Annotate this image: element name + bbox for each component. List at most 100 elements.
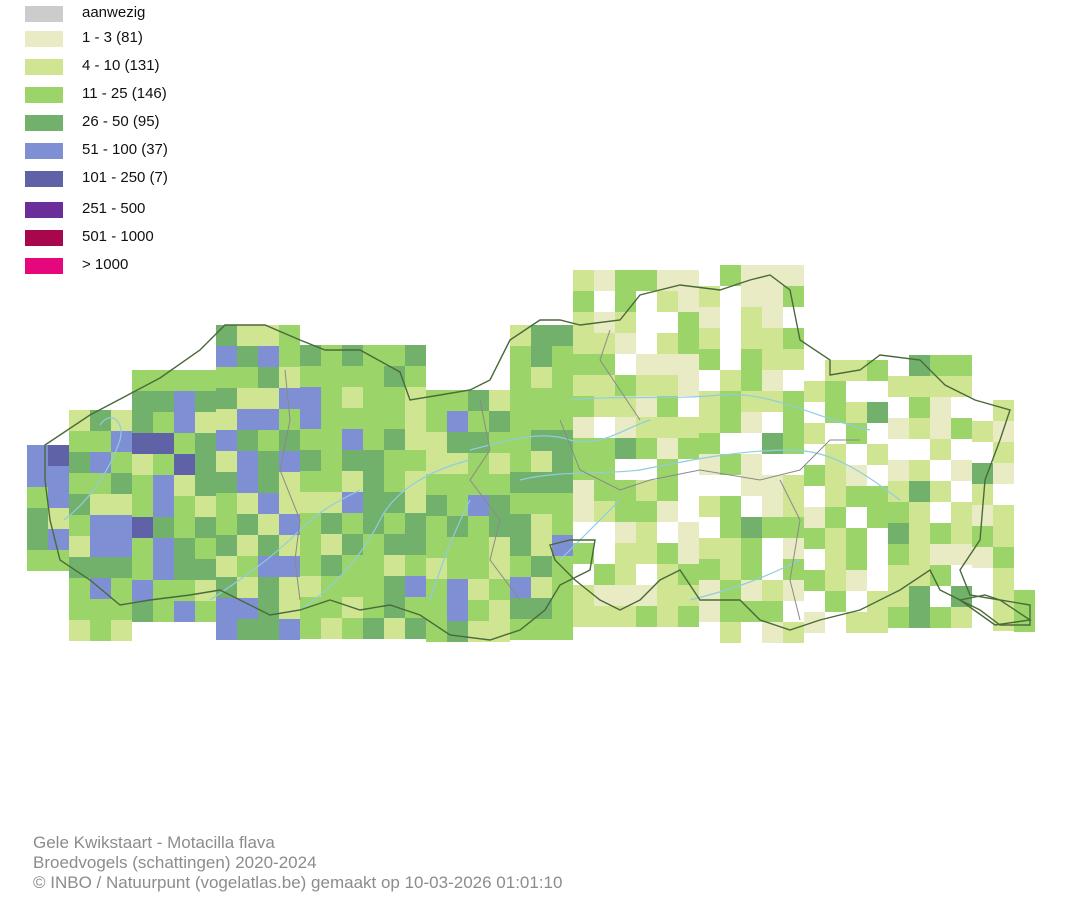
grid-cell [699,580,720,601]
grid-cell [363,534,384,555]
grid-cell [27,529,48,550]
grid-cell [972,547,993,568]
grid-cell [741,412,762,433]
grid-cell [636,522,657,543]
grid-cell [846,465,867,486]
grid-cell [90,557,111,578]
grid-cell [888,586,909,607]
grid-cell [741,559,762,580]
grid-cell [720,580,741,601]
grid-cell [552,556,573,577]
grid-cell [300,492,321,513]
grid-cell [195,496,216,517]
grid-cell [153,580,174,601]
grid-cell [888,565,909,586]
voeren-enclave [957,594,1031,626]
grid-cell [195,412,216,433]
grid-cell [489,495,510,516]
grid-cell [279,472,300,493]
grid-cell [531,598,552,619]
grid-cell [447,537,468,558]
grid-cell [930,544,951,565]
grid-cell [867,486,888,507]
grid-cell [741,538,762,559]
grid-cell [153,559,174,580]
grid-cell [510,388,531,409]
grid-cell [258,346,279,367]
grid-cell [888,481,909,502]
grid-cell [237,577,258,598]
grid-cell [405,534,426,555]
grid-cell [552,619,573,640]
grid-cell [615,312,636,333]
grid-cell [384,597,405,618]
grid-cell [321,618,342,639]
grid-cell [216,577,237,598]
grid-cell [552,430,573,451]
grid-cell [972,463,993,484]
grid-cell [783,412,804,433]
grid-cell [468,600,489,621]
grid-cell [930,481,951,502]
river-ijzer [63,417,122,521]
grid-cell [405,492,426,513]
grid-cell [804,465,825,486]
grid-cell [825,444,846,465]
grid-cell [279,367,300,388]
grid-cell [447,621,468,642]
grid-cell [531,367,552,388]
grid-cell [909,502,930,523]
grid-cell [27,466,48,487]
grid-cell [216,472,237,493]
grid-cell [531,514,552,535]
legend-item-4-10: 4 - 10 (131) [25,56,325,76]
grid-cell [153,517,174,538]
grid-cell [615,396,636,417]
grid-cell [426,516,447,537]
grid-cell [531,619,552,640]
grid-cell [573,480,594,501]
grid-cell [678,354,699,375]
grid-cell [405,471,426,492]
grid-cell [510,472,531,493]
grid-cell [720,265,741,286]
grid-cell [426,621,447,642]
grid-cell [384,429,405,450]
grid-cell [363,618,384,639]
grid-cell [510,493,531,514]
grid-cell [111,473,132,494]
grid-cell [741,475,762,496]
grid-cell [279,598,300,619]
grid-cell [405,597,426,618]
grid-cell [195,559,216,580]
grid-cell [993,442,1014,463]
grid-cell [237,388,258,409]
grid-cell [993,547,1014,568]
grid-cell [384,576,405,597]
grid-cell [552,325,573,346]
legend-swatch [25,59,63,75]
grid-cell [321,345,342,366]
grid-cell [657,291,678,312]
grid-cell [447,579,468,600]
legend-label: 51 - 100 (37) [82,141,168,158]
legend-label: 1 - 3 (81) [82,29,143,46]
grid-cell [909,418,930,439]
grid-cell [888,418,909,439]
grid-cell [510,346,531,367]
grid-cell [573,543,594,564]
grid-cell [321,471,342,492]
region-border [44,274,1032,641]
grid-cell [384,387,405,408]
grid-cell [678,438,699,459]
grid-cell [174,475,195,496]
grid-cell [657,417,678,438]
grid-cell [531,556,552,577]
grid-cell [699,349,720,370]
grid-cell [846,486,867,507]
grid-cell [300,597,321,618]
legend-swatch [25,31,63,47]
grid-cell [930,355,951,376]
grid-cell [405,513,426,534]
grid-cell [300,618,321,639]
